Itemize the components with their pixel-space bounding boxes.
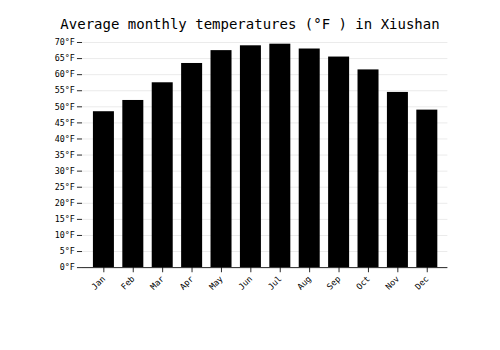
svg-text:May: May (207, 274, 225, 292)
svg-text:50°F: 50°F (55, 102, 75, 112)
svg-text:35°F: 35°F (55, 150, 75, 160)
svg-text:Nov: Nov (383, 274, 401, 292)
svg-text:40°F: 40°F (55, 134, 75, 144)
svg-text:10°F: 10°F (55, 230, 75, 240)
svg-text:Jan: Jan (89, 274, 107, 292)
svg-text:70°F: 70°F (55, 37, 75, 47)
svg-text:15°F: 15°F (55, 214, 75, 224)
svg-text:Dec: Dec (413, 274, 431, 292)
svg-text:45°F: 45°F (55, 118, 75, 128)
html-text:Average monthly temperatures (: Average monthly temperatures (°F ) in Xi… (60, 16, 440, 32)
svg-text:5°F: 5°F (60, 246, 75, 256)
svg-text:Apr: Apr (178, 274, 196, 292)
svg-text:Aug: Aug (295, 274, 313, 292)
svg-text:25°F: 25°F (55, 182, 75, 192)
svg-text:Mar: Mar (148, 274, 166, 292)
svg-text:20°F: 20°F (55, 198, 75, 208)
svg-text:Sep: Sep (325, 274, 343, 292)
svg-text:30°F: 30°F (55, 166, 75, 176)
svg-text:Jun: Jun (236, 274, 254, 292)
svg-text:Jul: Jul (266, 274, 284, 292)
svg-text:0°F: 0°F (60, 262, 75, 272)
svg-text:Feb: Feb (119, 274, 137, 292)
svg-text:65°F: 65°F (55, 53, 75, 63)
svg-text:55°F: 55°F (55, 85, 75, 95)
svg-text:Oct: Oct (354, 274, 372, 292)
svg-text:60°F: 60°F (55, 69, 75, 79)
